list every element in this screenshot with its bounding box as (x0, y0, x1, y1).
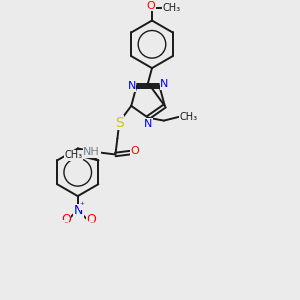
Text: N: N (128, 81, 136, 91)
Text: O: O (147, 1, 155, 11)
Text: CH₃: CH₃ (180, 112, 198, 122)
Text: N: N (160, 79, 169, 89)
Text: ⁻: ⁻ (64, 220, 68, 229)
Text: ⁺: ⁺ (79, 200, 84, 209)
Text: ⁻: ⁻ (89, 220, 94, 229)
Text: NH: NH (83, 148, 100, 158)
Text: O: O (131, 146, 140, 157)
Text: O: O (61, 213, 71, 226)
Text: N: N (144, 118, 152, 129)
Text: N: N (74, 205, 83, 218)
Text: CH₃: CH₃ (64, 151, 82, 160)
Text: S: S (115, 116, 124, 130)
Text: CH₃: CH₃ (163, 3, 181, 13)
Text: O: O (87, 213, 97, 226)
